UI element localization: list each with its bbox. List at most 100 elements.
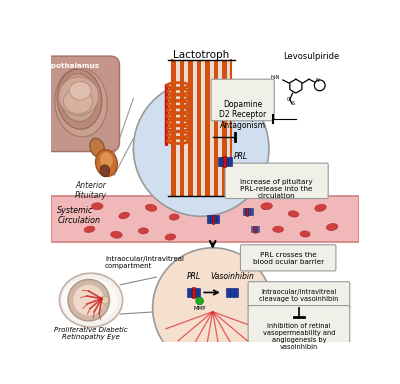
Text: PRL: PRL — [186, 272, 200, 281]
Ellipse shape — [326, 223, 338, 230]
Bar — [172, 60, 176, 196]
Bar — [187, 288, 190, 297]
Ellipse shape — [315, 204, 326, 211]
Ellipse shape — [300, 231, 310, 237]
Bar — [223, 156, 226, 167]
Ellipse shape — [84, 226, 95, 233]
Circle shape — [73, 285, 104, 316]
Text: MMP: MMP — [193, 306, 206, 311]
Bar — [230, 288, 234, 297]
Ellipse shape — [55, 68, 107, 137]
Bar — [226, 60, 231, 196]
Bar — [218, 157, 221, 166]
Ellipse shape — [100, 152, 114, 169]
Text: Anterior
Pituitary: Anterior Pituitary — [75, 181, 107, 200]
Circle shape — [101, 296, 109, 304]
Ellipse shape — [273, 226, 284, 232]
Circle shape — [133, 81, 269, 216]
Bar — [216, 215, 219, 223]
Text: PRL: PRL — [234, 152, 248, 161]
Ellipse shape — [169, 214, 179, 220]
Ellipse shape — [60, 273, 123, 327]
FancyBboxPatch shape — [211, 79, 274, 121]
Text: O: O — [287, 97, 291, 102]
Circle shape — [68, 280, 110, 321]
Ellipse shape — [96, 150, 117, 177]
Ellipse shape — [59, 77, 99, 115]
Text: Intraocular/intravitreal
compartment: Intraocular/intravitreal compartment — [105, 255, 184, 268]
Bar — [205, 60, 210, 196]
FancyBboxPatch shape — [43, 56, 120, 152]
Bar — [190, 288, 194, 297]
Text: Dopamine
D2 Receptor
Antagonism: Dopamine D2 Receptor Antagonism — [219, 100, 266, 130]
Text: Hypothalamus: Hypothalamus — [41, 63, 100, 69]
Bar — [192, 287, 195, 298]
Bar — [180, 60, 184, 196]
Ellipse shape — [62, 278, 117, 323]
FancyBboxPatch shape — [248, 282, 350, 310]
Ellipse shape — [90, 138, 104, 157]
Bar — [222, 60, 226, 196]
Text: Levosulpiride: Levosulpiride — [283, 52, 339, 61]
Text: Proliferative Diabetic
Retinopathy Eye: Proliferative Diabetic Retinopathy Eye — [54, 327, 128, 340]
Bar — [221, 157, 224, 166]
Bar — [242, 208, 245, 215]
Bar — [254, 226, 256, 233]
Bar — [197, 288, 200, 297]
Bar — [251, 227, 253, 232]
Bar — [207, 215, 210, 223]
Circle shape — [153, 248, 273, 368]
Bar — [201, 60, 205, 196]
Text: Systemic
Circulation: Systemic Circulation — [57, 206, 100, 225]
Ellipse shape — [100, 165, 110, 177]
Ellipse shape — [165, 234, 176, 240]
Ellipse shape — [111, 231, 122, 238]
Bar — [214, 60, 218, 196]
Text: PRL crosses the
blood ocular barrier: PRL crosses the blood ocular barrier — [252, 252, 324, 265]
Bar — [246, 208, 248, 216]
Ellipse shape — [261, 203, 272, 210]
Text: Vasoinhibin: Vasoinhibin — [210, 272, 254, 281]
Bar — [188, 60, 193, 196]
Bar — [248, 208, 250, 215]
Bar — [197, 60, 201, 196]
Bar — [245, 208, 248, 215]
Bar — [257, 227, 260, 232]
Ellipse shape — [70, 81, 91, 100]
Text: Increase of pituitary
PRL-release into the
circulation: Increase of pituitary PRL-release into t… — [240, 179, 313, 199]
Ellipse shape — [145, 204, 157, 211]
Ellipse shape — [57, 69, 102, 129]
Text: N: N — [316, 78, 320, 83]
Ellipse shape — [60, 74, 97, 121]
Bar — [210, 215, 213, 223]
Bar — [176, 60, 180, 196]
Bar — [51, 196, 359, 242]
Bar — [255, 227, 257, 232]
Bar — [218, 60, 222, 196]
Bar — [193, 60, 197, 196]
Bar — [212, 215, 214, 224]
FancyBboxPatch shape — [225, 163, 328, 199]
Ellipse shape — [63, 89, 92, 114]
Ellipse shape — [288, 211, 299, 217]
Circle shape — [196, 297, 204, 305]
Bar — [226, 288, 230, 297]
Bar — [194, 288, 197, 297]
Bar — [228, 157, 232, 166]
Ellipse shape — [138, 228, 148, 234]
Bar — [210, 60, 214, 196]
Text: S: S — [291, 101, 294, 106]
Text: Lactotroph: Lactotroph — [173, 50, 229, 60]
Ellipse shape — [119, 212, 130, 219]
FancyBboxPatch shape — [240, 245, 336, 271]
Text: Inhibition of retinal
vasopermeability and
angiogenesis by
vasoinhibin: Inhibition of retinal vasopermeability a… — [263, 323, 335, 350]
Bar — [234, 288, 238, 297]
Text: H₂N: H₂N — [270, 75, 280, 80]
FancyBboxPatch shape — [248, 306, 350, 343]
Bar — [253, 227, 255, 232]
Bar — [213, 215, 216, 223]
Bar — [184, 60, 188, 196]
Bar — [250, 208, 253, 215]
Ellipse shape — [92, 203, 103, 210]
Text: Intraocular/intravitreal
cleavage to vasoinhibin: Intraocular/intravitreal cleavage to vas… — [259, 290, 339, 303]
